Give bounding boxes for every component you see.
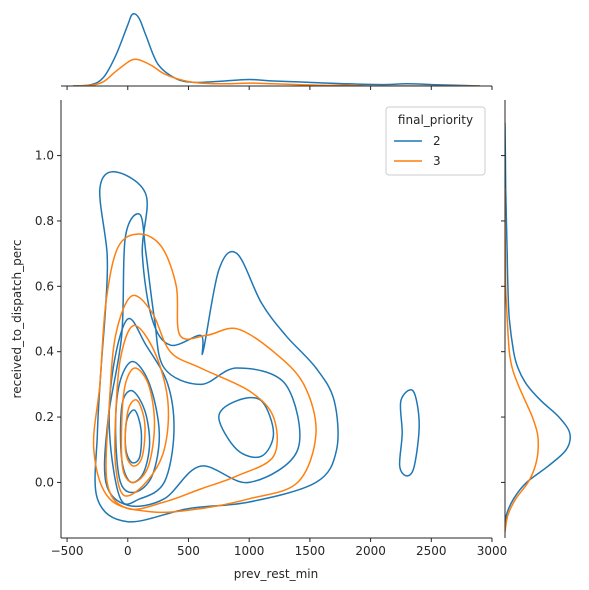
contour-priority-2-1 — [103, 213, 301, 508]
contour-priority-2-4 — [108, 317, 175, 506]
x-tick-label: −500 — [51, 544, 84, 558]
contour-priority-2-7 — [124, 409, 143, 464]
x-axis-ticks: −500 0 500 1000 1500 2000 2500 3000 — [51, 86, 508, 558]
x-axis-label: prev_rest_min — [234, 567, 318, 581]
contour-priority-3-1 — [105, 294, 278, 511]
y-tick-label: 0.2 — [35, 410, 54, 424]
x-tick-label: 1000 — [234, 544, 265, 558]
y-marginal-line-3 — [505, 188, 540, 532]
legend-entry-2: 2 — [433, 134, 441, 148]
y-tick-label: 0.6 — [35, 279, 54, 293]
legend: final_priority 2 3 — [385, 106, 486, 176]
x-tick-label: 2000 — [355, 544, 386, 558]
contour-priority-3-2 — [114, 324, 170, 497]
y-marginal-line-2 — [505, 122, 571, 532]
y-tick-label: 1.0 — [35, 149, 54, 163]
y-tick-label: 0.4 — [35, 345, 54, 359]
legend-entry-3: 3 — [433, 154, 441, 168]
y-marginal-kde — [505, 122, 571, 532]
contour-priority-3-3 — [120, 367, 156, 484]
y-axis-label: received_to_dispatch_perc — [10, 240, 24, 399]
contour-priority-2-6 — [119, 389, 151, 484]
contour-priority-2-2 — [218, 396, 275, 459]
x-tick-label: 0 — [124, 544, 132, 558]
contour-priority-2-0 — [94, 170, 339, 523]
y-tick-label: 0.0 — [35, 475, 54, 489]
joint-kde-contours — [92, 170, 420, 523]
y-tick-label: 0.8 — [35, 214, 54, 228]
x-tick-label: 3000 — [477, 544, 508, 558]
legend-title: final_priority — [398, 113, 473, 127]
legend-frame — [385, 106, 486, 176]
x-marginal-line-2 — [73, 12, 480, 86]
x-tick-label: 500 — [177, 544, 200, 558]
y-axis-ticks: 0.0 0.2 0.4 0.6 0.8 1.0 — [35, 149, 505, 489]
x-marginal-kde — [73, 12, 480, 86]
x-tick-label: 2500 — [416, 544, 447, 558]
contour-priority-2-3 — [398, 389, 420, 477]
x-marginal-line-3 — [73, 58, 480, 86]
contour-priority-3-0 — [92, 233, 317, 514]
x-tick-label: 1500 — [295, 544, 326, 558]
contour-priority-2-5 — [114, 360, 161, 494]
contour-priority-3-4 — [124, 399, 146, 467]
